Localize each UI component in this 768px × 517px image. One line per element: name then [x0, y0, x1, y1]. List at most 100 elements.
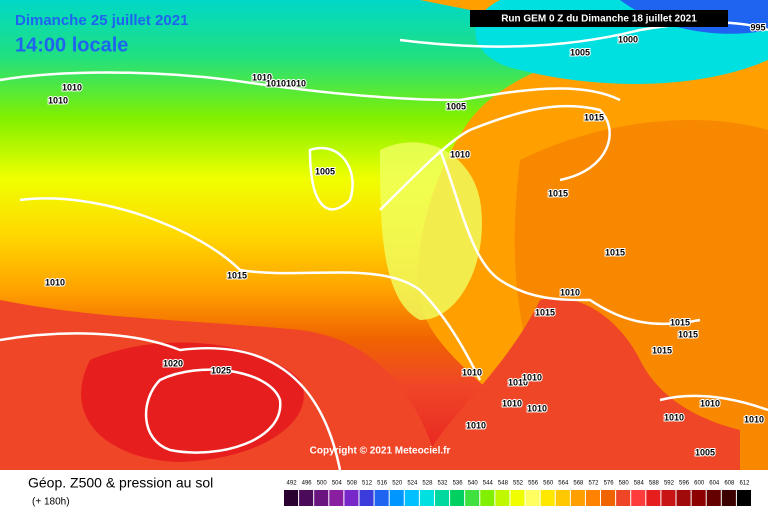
isobar-label: 1010 — [266, 78, 286, 88]
isobar-label: 1005 — [570, 47, 590, 57]
scale-label: 492 — [287, 481, 298, 487]
scale-label: 604 — [709, 481, 720, 487]
color-swatch — [585, 490, 601, 506]
scale-label: 580 — [619, 481, 630, 487]
color-swatch — [616, 490, 631, 506]
scale-label: 576 — [604, 481, 615, 487]
color-swatch — [404, 490, 419, 506]
scale-label: 524 — [407, 481, 418, 487]
isobar-label: 1010 — [502, 398, 522, 408]
isobar-label: 1020 — [163, 358, 183, 368]
color-swatch — [706, 490, 721, 506]
isobar-label: 1010 — [522, 372, 542, 382]
time: 14:00 locale — [15, 34, 128, 56]
color-swatch — [646, 490, 661, 506]
legend-title: Géop. Z500 & pression au sol — [28, 475, 213, 491]
color-swatch — [450, 490, 465, 506]
isobar-label: 1010 — [462, 367, 482, 377]
scale-label: 520 — [392, 481, 403, 487]
isobar-label: 1010 — [466, 420, 486, 430]
isobar-label: 1010 — [62, 82, 82, 92]
run-box — [470, 10, 728, 27]
isobar-label: 1010 — [664, 412, 684, 422]
isobar-label: 1010 — [252, 72, 272, 82]
isobar-label: 1015 — [652, 345, 672, 355]
isobar-label: 1010 — [450, 149, 470, 159]
legend-subtitle: (+ 180h) — [32, 497, 70, 508]
isobar-label: 1015 — [535, 307, 555, 317]
isobar-label: 1010 — [48, 95, 68, 105]
scale-label: 532 — [438, 481, 449, 487]
isobar-labels: 9951000100510101010101010101010100510101… — [44, 21, 767, 458]
color-swatch — [540, 490, 555, 506]
isobar-label: 1005 — [315, 166, 335, 176]
color-swatch — [389, 490, 404, 506]
color-swatch — [480, 490, 495, 506]
run: Run GEM 0 Z du Dimanche 18 juillet 2021 — [501, 14, 697, 25]
isobar-label: 1000 — [618, 34, 638, 44]
isobar-label: 1010 — [744, 414, 764, 424]
scale-label: 568 — [573, 481, 584, 487]
color-swatch — [434, 490, 450, 506]
scale-label: 556 — [528, 481, 539, 487]
color-swatch — [359, 490, 374, 506]
color-swatch — [555, 490, 570, 506]
color-swatch — [525, 490, 540, 506]
scale-label: 544 — [483, 481, 494, 487]
scale-label: 508 — [347, 481, 358, 487]
scale-label: 528 — [422, 481, 433, 487]
color-swatch — [344, 490, 359, 506]
date: Dimanche 25 juillet 2021 — [15, 12, 188, 29]
isobars — [0, 21, 768, 471]
scale-label: 512 — [362, 481, 373, 487]
scale-label: 504 — [332, 481, 343, 487]
isobar-label: 1015 — [605, 247, 625, 257]
isobar-label: 995 — [750, 22, 765, 32]
color-swatch — [510, 490, 525, 506]
color-swatch — [495, 490, 510, 506]
scale-label: 596 — [679, 481, 690, 487]
isobar-label: 1010 — [508, 377, 528, 387]
scale-label: 548 — [498, 481, 509, 487]
isobar-label: 1010 — [560, 287, 580, 297]
scale-label: 572 — [588, 481, 599, 487]
isobar-label: 1025 — [211, 365, 231, 375]
scale-label: 592 — [664, 481, 675, 487]
isobar-label: 1010 — [286, 78, 306, 88]
scale-label: 516 — [377, 481, 388, 487]
color-swatch — [419, 490, 434, 506]
color-swatch — [374, 490, 389, 506]
isobar-label: 1015 — [227, 270, 247, 280]
color-swatch — [721, 490, 736, 506]
color-swatch — [676, 490, 691, 506]
isobar-label: 1005 — [446, 101, 466, 111]
scale-label: 588 — [649, 481, 660, 487]
scale-label: 560 — [543, 481, 554, 487]
scale-label: 584 — [634, 481, 645, 487]
color-swatch — [691, 490, 706, 506]
scale-label: 600 — [694, 481, 705, 487]
color-swatch — [631, 490, 646, 506]
isobar-label: 1015 — [678, 329, 698, 339]
copyright: Copyright © 2021 Meteociel.fr — [310, 446, 451, 457]
scale-label: 500 — [317, 481, 328, 487]
isobar-label: 1015 — [548, 188, 568, 198]
color-swatch — [465, 490, 480, 506]
isobar-label: 1010 — [45, 277, 65, 287]
color-scale: 492 496 500 504 508 512 516 520 524 528 532 536 540 5… — [284, 481, 751, 506]
isobar-label: 1015 — [584, 112, 604, 122]
color-swatch — [570, 490, 585, 506]
isobar-label: 1010 — [527, 403, 547, 413]
color-swatch — [284, 490, 299, 506]
scale-label: 540 — [468, 481, 479, 487]
color-swatch — [299, 490, 314, 506]
isobar-label: 1015 — [670, 317, 690, 327]
isobar-label: 1005 — [695, 447, 715, 457]
color-swatch — [661, 490, 676, 506]
scale-label: 552 — [513, 481, 524, 487]
color-swatch — [736, 490, 751, 506]
scale-label: 612 — [739, 481, 750, 487]
scale-label: 564 — [558, 481, 569, 487]
field — [0, 0, 768, 470]
